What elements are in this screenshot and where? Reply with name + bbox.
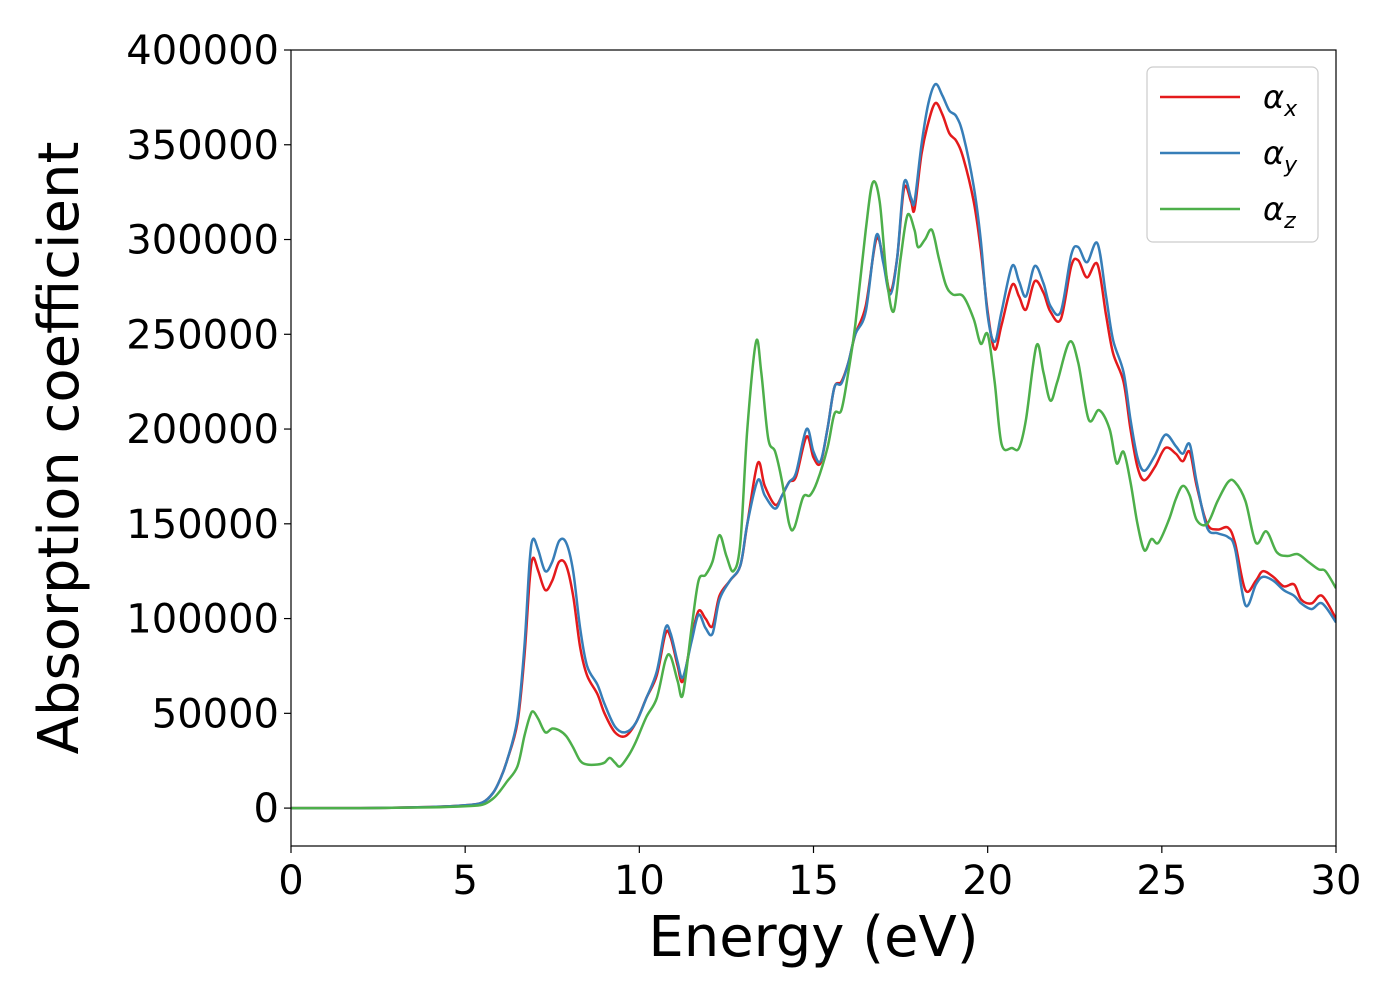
y-axis-title: Absorption coefficient xyxy=(27,142,92,755)
legend-box xyxy=(1146,66,1319,243)
legend-label-z: αz xyxy=(1263,190,1296,234)
y-tick-label: 150000 xyxy=(126,502,279,548)
y-tick-label: 100000 xyxy=(126,597,279,643)
y-axis-ticks: 0 50000 100000 150000 200000 250000 300000 3500… xyxy=(126,28,291,832)
legend-label-x: αx xyxy=(1263,78,1298,122)
series-layer xyxy=(291,82,1336,810)
y-tick-label: 50000 xyxy=(152,691,279,737)
y-tick-label: 0 xyxy=(254,786,279,832)
x-tick-label: 30 xyxy=(1311,858,1362,904)
x-axis-title: Energy (eV) xyxy=(648,905,978,970)
x-axis-ticks: 0 5 10 15 20 25 30 xyxy=(278,846,1361,904)
x-tick-label: 5 xyxy=(452,858,477,904)
y-tick-label: 350000 xyxy=(126,123,279,169)
y-tick-label: 300000 xyxy=(126,218,279,264)
y-tick-label: 400000 xyxy=(126,28,279,74)
x-tick-label: 0 xyxy=(278,858,303,904)
legend: αx αy αz xyxy=(1146,66,1319,243)
y-tick-label: 250000 xyxy=(126,312,279,358)
y-tick-label: 200000 xyxy=(126,407,279,453)
series-line-y xyxy=(291,82,1336,810)
x-tick-label: 15 xyxy=(788,858,839,904)
x-tick-label: 20 xyxy=(962,858,1013,904)
series-line-z xyxy=(291,180,1336,810)
x-tick-label: 10 xyxy=(614,858,665,904)
x-tick-label: 25 xyxy=(1136,858,1187,904)
legend-label-y: αy xyxy=(1263,134,1298,178)
